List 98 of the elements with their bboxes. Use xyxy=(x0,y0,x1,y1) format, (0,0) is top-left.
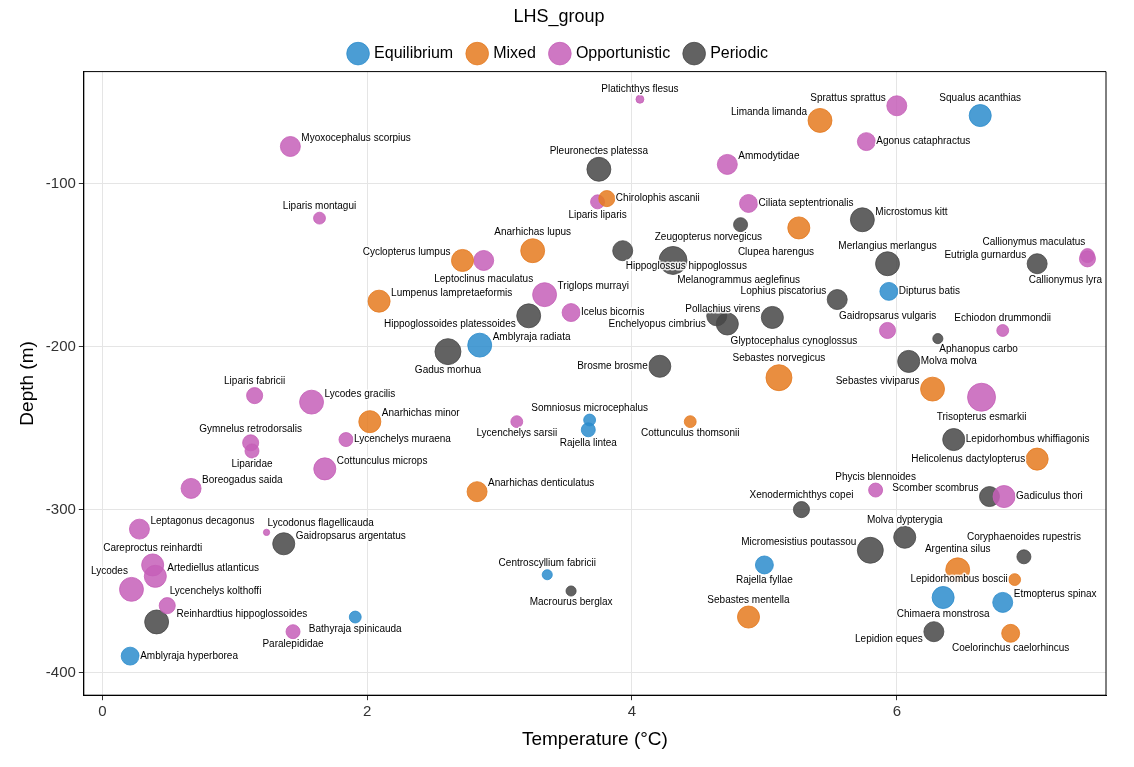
data-label: Lepidion eques xyxy=(855,633,923,645)
data-label: Anarhichas lupus xyxy=(494,226,572,238)
data-label: Rajella lintea xyxy=(559,436,618,448)
data-label: Eutrigla gurnardus xyxy=(944,249,1027,261)
data-label: Sprattus sprattus xyxy=(810,91,886,103)
data-label: Limanda limanda xyxy=(730,106,808,118)
data-label: Xenodermichthys copei xyxy=(749,489,854,501)
x-tick-label: 0 xyxy=(98,702,107,720)
data-label: Melanogrammus aeglefinus xyxy=(677,274,801,286)
data-label: Gaidropsarus vulgaris xyxy=(838,310,937,322)
data-label: Liparis fabricii xyxy=(224,375,286,387)
data-label: Careproctus reinhardti xyxy=(103,541,203,553)
data-label: Rajella fyllae xyxy=(736,573,794,585)
data-label: Somniosus microcephalus xyxy=(531,401,648,413)
data-label: Cottunculus microps xyxy=(336,454,428,466)
data-label: Scomber scombrus xyxy=(892,482,979,494)
data-label: Liparis liparis xyxy=(568,208,627,220)
data-label: Lycenchelys sarsii xyxy=(476,427,558,439)
data-label: Sebastes mentella xyxy=(707,593,791,605)
legend-label: Opportunistic xyxy=(575,44,671,62)
y-tick-label: -300 xyxy=(45,499,76,517)
data-label: Artediellus atlanticus xyxy=(167,562,260,574)
y-tick-label: -100 xyxy=(45,174,76,192)
legend-label: Periodic xyxy=(710,44,768,62)
data-label: Lycenchelys muraena xyxy=(353,433,452,445)
data-label: Lycodes gracilis xyxy=(324,387,396,399)
x-tick-label: 2 xyxy=(363,702,372,720)
data-label: Centroscyllium fabricii xyxy=(498,557,596,569)
y-axis-title: Depth (m) xyxy=(15,341,37,426)
data-label: Echiodon drummondii xyxy=(954,312,1052,324)
data-label: Lophius piscatorius xyxy=(740,285,827,297)
data-label: Squalus acanthias xyxy=(939,92,1022,104)
legend-label: Equilibrium xyxy=(374,44,454,62)
x-tick-label: 6 xyxy=(892,702,901,720)
data-label: Amblyraja radiata xyxy=(492,330,571,342)
data-label: Liparidae xyxy=(231,457,273,469)
data-label: Gadus morhua xyxy=(414,364,482,376)
data-label: Aphanopus carbo xyxy=(939,343,1019,355)
data-label: Paralepididae xyxy=(262,638,325,650)
data-label: Gadiculus thori xyxy=(1016,490,1083,502)
data-label: Sebastes norvegicus xyxy=(732,352,826,364)
data-label: Ammodytidae xyxy=(738,150,800,162)
data-label: Pleuronectes platessa xyxy=(549,145,649,157)
data-label: Anarhichas denticulatus xyxy=(488,477,595,489)
data-label: Chirolophis ascanii xyxy=(615,192,700,204)
data-label: Callionymus lyra xyxy=(1028,273,1103,285)
data-label: Lumpenus lampretaeformis xyxy=(391,286,513,298)
data-label: Lycenchelys kolthoffi xyxy=(169,585,262,597)
data-label: Helicolenus dactylopterus xyxy=(911,452,1026,464)
data-label: Bathyraja spinicauda xyxy=(308,622,403,634)
data-label: Ciliata septentrionalis xyxy=(758,197,854,209)
data-label: Lepidorhombus whiffiagonis xyxy=(965,433,1090,445)
data-label: Lycodonus flagellicauda xyxy=(267,517,375,528)
data-label: Brosme brosme xyxy=(577,360,649,372)
data-label: Gymnelus retrodorsalis xyxy=(199,422,303,434)
data-label: Coelorinchus caelorhincus xyxy=(952,642,1070,654)
data-label: Enchelyopus cimbrius xyxy=(608,317,706,329)
data-label: Reinhardtius hippoglossoides xyxy=(176,607,308,619)
data-label: Leptagonus decagonus xyxy=(150,514,255,526)
data-label: Coryphaenoides rupestris xyxy=(966,530,1081,542)
data-label: Phycis blennoides xyxy=(835,470,916,482)
data-label: Agonus cataphractus xyxy=(876,135,971,147)
x-tick-label: 4 xyxy=(627,702,637,720)
data-label: Boreogadus saida xyxy=(202,474,284,486)
data-label: Cottunculus thomsonii xyxy=(641,427,740,439)
data-label: Molva dypterygia xyxy=(866,513,943,525)
data-label: Clupea harengus xyxy=(737,245,815,257)
data-label: Hippoglossoides platessoides xyxy=(384,317,516,329)
data-label: Icelus bicornis xyxy=(581,306,645,318)
data-label: Merlangius merlangus xyxy=(838,239,937,251)
data-label: Liparis montagui xyxy=(282,199,357,211)
data-label: Leptoclinus maculatus xyxy=(434,273,534,285)
legend-title: LHS_group xyxy=(513,5,605,27)
data-label: Argentina silus xyxy=(924,542,991,554)
data-label: Zeugopterus norvegicus xyxy=(654,231,763,243)
y-tick-label: -200 xyxy=(45,336,76,354)
data-label: Lycodes xyxy=(91,565,128,577)
data-label: Callionymus maculatus xyxy=(982,236,1086,248)
legend-label: Mixed xyxy=(493,44,536,62)
data-label: Triglops murrayi xyxy=(557,280,629,292)
y-tick-label: -400 xyxy=(45,662,76,680)
data-label: Myoxocephalus scorpius xyxy=(301,132,411,144)
data-label: Glyptocephalus cynoglossus xyxy=(730,334,858,346)
data-label: Microstomus kitt xyxy=(875,205,948,217)
data-label: Etmopterus spinax xyxy=(1013,588,1097,600)
data-label: Cyclopterus lumpus xyxy=(362,246,451,258)
data-label: Macrourus berglax xyxy=(529,595,613,607)
data-label: Amblyraja hyperborea xyxy=(140,649,239,661)
data-label: Dipturus batis xyxy=(898,285,960,297)
data-label: Chimaera monstrosa xyxy=(896,608,990,620)
data-label: Sebastes viviparus xyxy=(835,374,920,386)
data-label: Micromesistius poutassou xyxy=(741,536,857,548)
data-label: Gaidropsarus argentatus xyxy=(295,529,406,541)
x-axis-title: Temperature (°C) xyxy=(521,727,668,749)
data-label: Platichthys flesus xyxy=(601,83,679,95)
data-label: Anarhichas minor xyxy=(381,407,461,419)
data-label: Trisopterus esmarkii xyxy=(936,410,1027,422)
data-label: Molva molva xyxy=(920,355,978,367)
